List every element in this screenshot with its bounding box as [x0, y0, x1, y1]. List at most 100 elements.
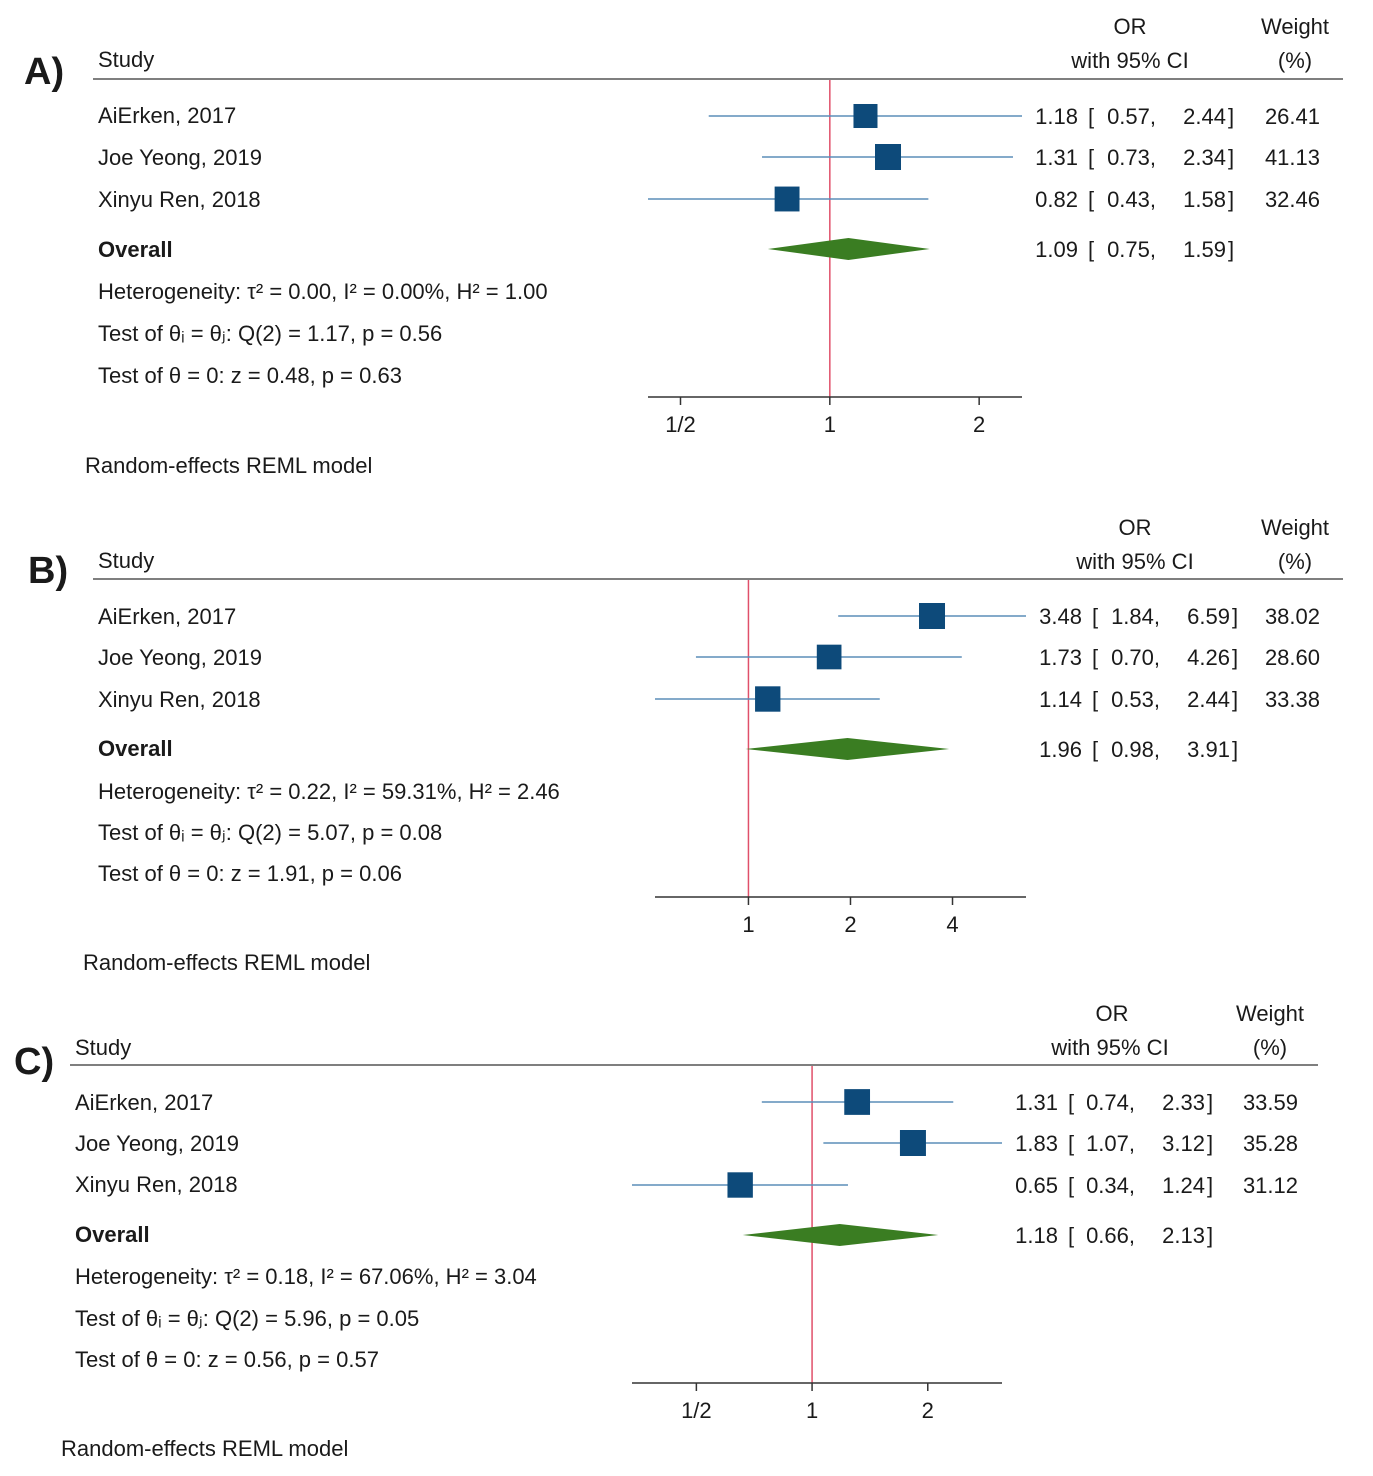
ci-close-bracket: ] [1207, 1173, 1213, 1198]
overall-ci-upper: 1.59 [1183, 237, 1226, 262]
study-name: Xinyu Ren, 2018 [98, 687, 261, 712]
ci-open-bracket: [ [1092, 737, 1098, 762]
ci-close-bracket: ] [1232, 645, 1238, 670]
ci-open-bracket: [ [1092, 687, 1098, 712]
x-tick-label: 1 [742, 912, 754, 937]
effect-test-text: Test of θ = 0: z = 0.48, p = 0.63 [98, 363, 402, 388]
panel-c-plot: 1/2 1 2 1.31 [0.74, 2.33] 33.59 1.83 [1.07, 3.12]… [70, 1064, 1318, 1423]
ci-open-bracket: [ [1088, 237, 1094, 262]
study-marker [844, 1089, 871, 1115]
ci-close-bracket: ] [1228, 187, 1234, 212]
ci-open-bracket: [ [1068, 1223, 1074, 1248]
overall-label: Overall [98, 237, 173, 262]
ci-upper: 2.44 [1183, 104, 1226, 129]
study-header: Study [98, 47, 155, 72]
overall-ci-upper: 2.13 [1162, 1223, 1205, 1248]
ci-open-bracket: [ [1068, 1090, 1074, 1115]
weight-value: 35.28 [1243, 1131, 1298, 1156]
overall-diamond [745, 738, 950, 760]
weight-header: Weight [1235, 1001, 1305, 1026]
weight-header: Weight [1260, 14, 1330, 39]
overall-diamond [767, 238, 930, 260]
ci-upper: 6.59 [1187, 604, 1230, 629]
study-marker [816, 644, 842, 670]
x-tick-label: 2 [844, 912, 856, 937]
panel-label: A) [24, 51, 65, 93]
or-value: 1.31 [1035, 145, 1078, 170]
weight-header: Weight [1260, 515, 1330, 540]
panel-b: 1 2 4 3.48 [1.84, 6.59] 38.02 1.73 [0.70, 4.26] 28… [0, 500, 1373, 990]
study-name: AiErken, 2017 [98, 604, 237, 629]
x-tick-label: 4 [946, 912, 958, 937]
overall-or-value: 1.18 [1015, 1223, 1058, 1248]
overall-label: Overall [98, 736, 173, 761]
ci-open-bracket: [ [1068, 1131, 1074, 1156]
study-marker [727, 1172, 753, 1198]
ci-close-bracket: ] [1207, 1223, 1213, 1248]
study-name: Joe Yeong, 2019 [98, 645, 262, 670]
panel-a-plot: 1/2 1 2 1.18 [0.57, 2.44] 26.41 1.31 [0.73, 2.34]… [93, 78, 1343, 437]
study-name: AiErken, 2017 [75, 1090, 214, 1115]
ci-header: with 95% CI [1051, 1035, 1169, 1060]
x-tick-label: 2 [922, 1398, 934, 1423]
ci-close-bracket: ] [1228, 237, 1234, 262]
heterogeneity-text: Heterogeneity: τ² = 0.18, I² = 67.06%, H… [75, 1264, 537, 1289]
overall-or-value: 1.09 [1035, 237, 1078, 262]
overall-ci-lower: 0.98, [1111, 737, 1160, 762]
overall-ci-upper: 3.91 [1187, 737, 1230, 762]
ci-close-bracket: ] [1232, 604, 1238, 629]
or-value: 3.48 [1039, 604, 1082, 629]
weight-value: 31.12 [1243, 1173, 1298, 1198]
ci-open-bracket: [ [1088, 104, 1094, 129]
overall-ci-lower: 0.66, [1086, 1223, 1135, 1248]
ci-close-bracket: ] [1228, 145, 1234, 170]
ci-open-bracket: [ [1068, 1173, 1074, 1198]
model-caption: Random-effects REML model [61, 1436, 349, 1461]
x-tick-label: 1 [824, 412, 836, 437]
weight-unit-header: (%) [1277, 549, 1313, 574]
or-value: 1.14 [1039, 687, 1082, 712]
ci-lower: 0.57, [1107, 104, 1156, 129]
or-value: 1.18 [1035, 104, 1078, 129]
study-header: Study [75, 1035, 132, 1060]
study-name: Joe Yeong, 2019 [98, 145, 262, 170]
homogeneity-test-text: Test of θᵢ = θⱼ: Q(2) = 5.96, p = 0.05 [75, 1306, 420, 1331]
weight-unit-header: (%) [1277, 48, 1313, 73]
ci-close-bracket: ] [1228, 104, 1234, 129]
homogeneity-test-text: Test of θᵢ = θⱼ: Q(2) = 1.17, p = 0.56 [98, 321, 443, 346]
ci-close-bracket: ] [1232, 737, 1238, 762]
panel-c: 1/2 1 2 1.31 [0.74, 2.33] 33.59 1.83 [1.07, 3.12]… [0, 986, 1373, 1476]
or-value: 0.82 [1035, 187, 1078, 212]
effect-test-text: Test of θ = 0: z = 1.91, p = 0.06 [98, 861, 402, 886]
weight-value: 28.60 [1265, 645, 1320, 670]
ci-lower: 0.70, [1111, 645, 1160, 670]
study-marker [853, 103, 878, 129]
ci-lower: 1.07, [1086, 1131, 1135, 1156]
effect-test-text: Test of θ = 0: z = 0.56, p = 0.57 [75, 1347, 379, 1372]
or-value: 1.73 [1039, 645, 1082, 670]
panel-b-plot: 1 2 4 3.48 [1.84, 6.59] 38.02 1.73 [0.70, 4.26] 28… [93, 578, 1343, 937]
ci-open-bracket: [ [1088, 187, 1094, 212]
ci-lower: 1.84, [1111, 604, 1160, 629]
study-name: Joe Yeong, 2019 [75, 1131, 239, 1156]
ci-upper: 2.34 [1183, 145, 1226, 170]
x-tick-label: 1 [806, 1398, 818, 1423]
ci-close-bracket: ] [1207, 1131, 1213, 1156]
study-marker [899, 1130, 926, 1156]
ci-upper: 3.12 [1162, 1131, 1205, 1156]
study-marker [875, 144, 902, 170]
ci-close-bracket: ] [1207, 1090, 1213, 1115]
study-marker [919, 603, 946, 629]
homogeneity-test-text: Test of θᵢ = θⱼ: Q(2) = 5.07, p = 0.08 [98, 820, 443, 845]
ci-lower: 0.73, [1107, 145, 1156, 170]
overall-label: Overall [75, 1222, 150, 1247]
study-name: Xinyu Ren, 2018 [98, 187, 261, 212]
ci-lower: 0.34, [1086, 1173, 1135, 1198]
ci-header: with 95% CI [1076, 549, 1194, 574]
ci-close-bracket: ] [1232, 687, 1238, 712]
ci-lower: 0.53, [1111, 687, 1160, 712]
ci-upper: 1.24 [1162, 1173, 1205, 1198]
or-value: 1.83 [1015, 1131, 1058, 1156]
heterogeneity-text: Heterogeneity: τ² = 0.00, I² = 0.00%, H²… [98, 279, 548, 304]
ci-open-bracket: [ [1088, 145, 1094, 170]
